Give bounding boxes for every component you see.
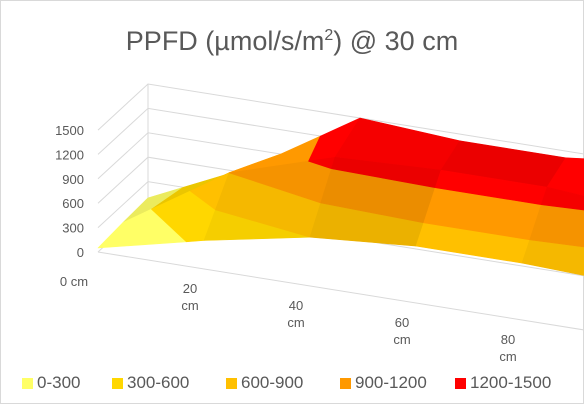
- z-tick-label: 900: [62, 172, 84, 187]
- z-tick-label: 1200: [55, 147, 84, 162]
- surface-band-1200-1500: [546, 157, 584, 197]
- legend: 0-300 300-600 600-900 900-1200 1200-1500: [0, 371, 584, 395]
- legend-swatch: [22, 377, 33, 389]
- legend-label: 0-300: [37, 373, 81, 392]
- z-tick-label: 600: [62, 196, 84, 211]
- legend-label: 900-1200: [355, 373, 427, 392]
- gridline: [97, 83, 584, 155]
- legend-item: 1200-1500: [455, 371, 551, 395]
- legend-swatch: [226, 377, 237, 389]
- x-tick-label: 80 cm: [499, 332, 516, 364]
- legend-item: 600-900: [226, 371, 303, 395]
- z-tick-label: 1500: [55, 123, 84, 138]
- legend-item: 900-1200: [340, 371, 427, 395]
- surface-band-1200-1500: [540, 186, 584, 211]
- legend-item: 0-300: [22, 371, 80, 395]
- z-tick-label: 0: [77, 245, 84, 260]
- floor-edge: [97, 251, 584, 331]
- x-tick-label: 60 cm: [393, 315, 410, 347]
- legend-swatch: [455, 377, 466, 389]
- chart-title: PPFD (µmol/s/m2) @ 30 cm: [125, 26, 459, 56]
- legend-label: 300-600: [127, 373, 190, 392]
- legend-label: 600-900: [241, 373, 304, 392]
- legend-label: 1200-1500: [470, 373, 552, 392]
- x-axis-tick-labels: 0 cm20cm40cm60cm80cm100cm120cm140cm: [60, 274, 517, 364]
- legend-item: 300-600: [112, 371, 189, 395]
- x-tick-label: 40 cm: [287, 298, 304, 330]
- surface-band-600-900: [521, 239, 584, 276]
- gridlines: [97, 83, 584, 331]
- surface-band-polygons: [97, 117, 584, 276]
- x-tick-label: 20 cm: [181, 281, 198, 313]
- z-tick-label: 300: [62, 221, 84, 236]
- z-axis-tick-labels: 0 300 600 900 1200 1500: [55, 123, 84, 260]
- legend-swatch: [340, 377, 351, 389]
- x-tick-label: 0 cm: [60, 274, 88, 289]
- legend-swatch: [112, 377, 123, 389]
